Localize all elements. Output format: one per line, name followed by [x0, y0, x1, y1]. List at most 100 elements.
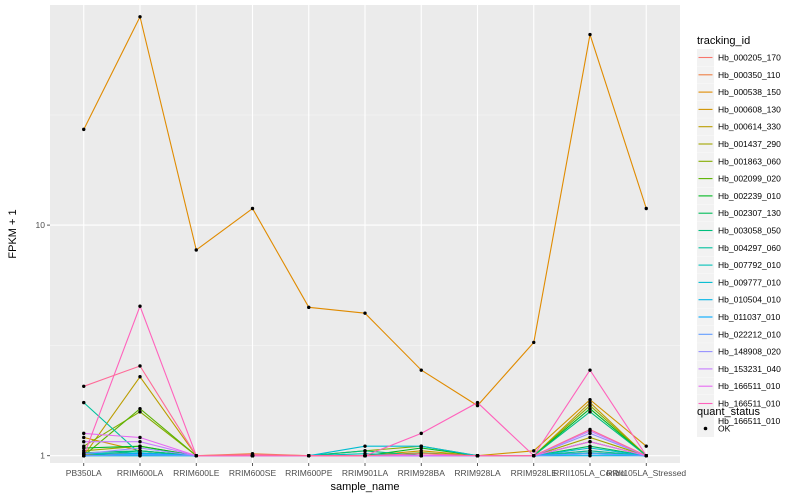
data-point	[588, 435, 592, 440]
x-tick-label: RRII105LA_Control	[553, 468, 627, 478]
data-point	[138, 364, 142, 368]
legend-label: Hb_004297_060	[718, 243, 781, 253]
data-point	[419, 452, 423, 456]
x-tick-label: RRII105LA_Stressed	[606, 468, 686, 478]
data-point	[475, 454, 480, 458]
data-point	[194, 454, 198, 458]
data-point	[588, 440, 592, 444]
legend: tracking_id Hb_000205_170Hb_000350_110Hb…	[697, 35, 781, 437]
data-point	[588, 452, 592, 456]
legend-label: Hb_000614_330	[718, 122, 781, 132]
data-point	[363, 444, 367, 448]
legend-label: OK	[718, 424, 731, 434]
data-point	[138, 410, 142, 414]
data-point	[82, 440, 86, 444]
data-point	[138, 406, 142, 411]
data-point	[588, 431, 592, 436]
data-point	[588, 410, 592, 414]
data-point	[588, 403, 592, 408]
data-point	[250, 206, 255, 211]
x-tick-label: RRIM600SE	[229, 468, 277, 478]
legend-label: Hb_001437_290	[718, 139, 781, 149]
data-point	[250, 453, 255, 457]
data-point	[588, 397, 592, 402]
x-tick-label: RRIM600PE	[285, 468, 333, 478]
legend-color-entries: Hb_000205_170 Hb_000350_110 Hb_000538_150 H…	[697, 49, 781, 430]
data-point	[82, 431, 86, 436]
data-point	[363, 454, 367, 458]
data-point	[644, 444, 648, 448]
data-point	[363, 311, 367, 315]
legend-label: Hb_009777_010	[718, 277, 781, 287]
y-axis-ticks: 1 10	[36, 220, 50, 461]
data-point	[588, 446, 592, 450]
data-point	[138, 446, 142, 450]
data-point	[475, 400, 480, 405]
legend-label: Hb_166511_010	[718, 399, 781, 409]
data-point	[532, 454, 536, 458]
y-tick-label: 1	[40, 451, 45, 461]
data-point	[82, 435, 86, 440]
legend-label: Hb_000350_110	[718, 70, 781, 80]
legend-label: Hb_000538_150	[718, 87, 781, 97]
legend-point-icon	[703, 426, 708, 431]
legend-label: Hb_166511_010	[718, 416, 781, 426]
data-point	[138, 453, 142, 457]
data-point	[138, 304, 142, 308]
legend-label: Hb_000608_130	[718, 104, 781, 114]
legend-label: Hb_166511_010	[718, 381, 781, 391]
x-tick-label: RRIM928BA	[398, 468, 446, 478]
data-points	[82, 15, 648, 458]
x-tick-label: RRIM901LA	[342, 468, 389, 478]
data-point	[307, 454, 311, 458]
x-tick-label: RRIM928LA	[454, 468, 501, 478]
data-point	[532, 340, 536, 345]
data-point	[644, 454, 648, 458]
legend-label: Hb_002099_020	[718, 174, 781, 184]
legend-label: Hb_002239_010	[718, 191, 781, 201]
x-tick-label: RRIM600LA	[117, 468, 164, 478]
legend-label: Hb_011037_010	[718, 312, 781, 322]
data-point	[419, 368, 423, 372]
legend-shape-entries: OK	[697, 420, 731, 437]
data-point	[138, 435, 142, 440]
legend-label: Hb_022212_010	[718, 329, 781, 339]
legend-label: Hb_007792_010	[718, 260, 781, 270]
data-point	[138, 15, 142, 19]
data-point	[588, 400, 592, 405]
data-point	[644, 206, 648, 211]
x-tick-label: RRIM600LE	[173, 468, 220, 478]
data-point	[82, 384, 86, 389]
data-point	[588, 406, 592, 411]
legend-label: Hb_001863_060	[718, 156, 781, 166]
data-point	[82, 400, 86, 405]
data-point	[307, 305, 311, 310]
y-axis-title: FPKM + 1	[7, 209, 19, 258]
y-tick-label: 10	[36, 220, 46, 230]
legend-label: Hb_003058_050	[718, 226, 781, 236]
data-point	[82, 454, 86, 458]
data-point	[194, 248, 198, 252]
x-axis-title: sample_name	[330, 481, 399, 493]
legend-label: Hb_002307_130	[718, 208, 781, 218]
data-point	[138, 375, 142, 379]
legend-title-shape: quant_status	[697, 406, 760, 418]
data-point	[588, 427, 592, 432]
x-axis-ticks: PB350LA RRIM600LA RRIM600LE RRIM600SE RRIM60…	[66, 463, 686, 478]
data-point	[475, 403, 480, 408]
data-point	[138, 440, 142, 444]
data-point	[532, 449, 536, 453]
data-point	[588, 32, 592, 37]
data-point	[363, 449, 367, 453]
legend-label: Hb_000205_170	[718, 53, 781, 63]
data-point	[419, 444, 423, 448]
data-point	[419, 431, 423, 436]
data-point	[82, 127, 86, 132]
legend-title-color: tracking_id	[697, 35, 750, 47]
legend-label: Hb_148908_020	[718, 347, 781, 357]
data-point	[588, 368, 592, 372]
data-point	[82, 446, 86, 450]
legend-label: Hb_010504_010	[718, 295, 781, 305]
legend-label: Hb_153231_040	[718, 364, 781, 374]
